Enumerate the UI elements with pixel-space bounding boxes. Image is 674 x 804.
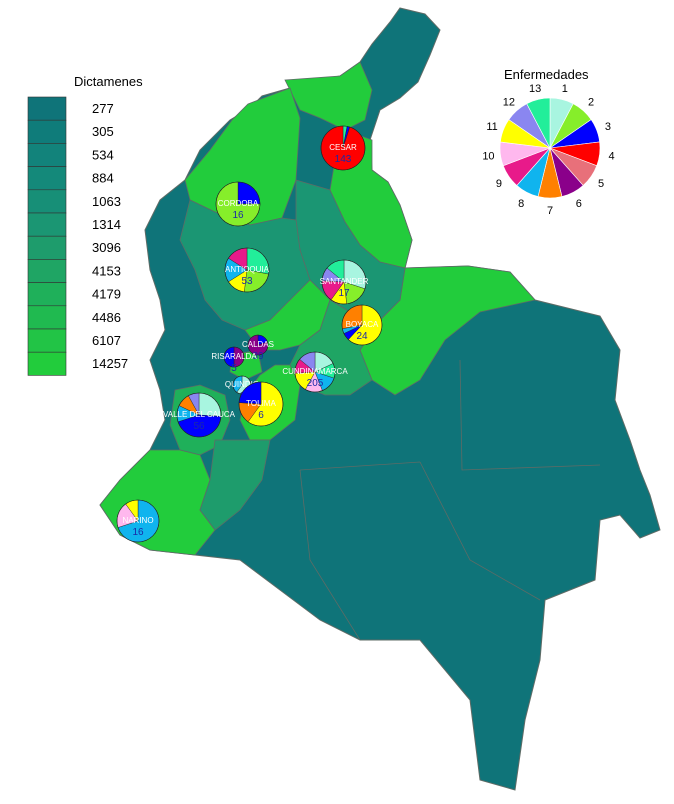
department-name: BOYACA bbox=[346, 320, 379, 329]
legend-value: 1063 bbox=[92, 194, 121, 209]
key-slice bbox=[526, 97, 551, 149]
department-pie: CUNDINAMARCA 205 bbox=[282, 351, 348, 393]
department-name: SANTANDER bbox=[320, 277, 369, 286]
department-name: VALLE DEL CAUCA bbox=[163, 410, 236, 419]
legend-value: 534 bbox=[92, 147, 114, 162]
department-pies: CESAR 143 CORDOBA 16 ANTIOQUIA 53 SANTANDER 17 B… bbox=[116, 125, 383, 543]
legend-value: 305 bbox=[92, 124, 114, 139]
department-pie: RISARALDA 5 bbox=[211, 346, 257, 374]
department-count: 205 bbox=[307, 378, 324, 389]
department-pie: SANTANDER 17 bbox=[320, 259, 369, 305]
legend-swatch bbox=[27, 282, 67, 307]
disease-key-title: Enfermedades bbox=[504, 67, 589, 82]
department-count: 5 bbox=[231, 363, 237, 374]
department-pie: CORDOBA 16 bbox=[215, 181, 261, 227]
legend-swatch bbox=[27, 166, 67, 191]
key-number: 2 bbox=[588, 97, 594, 109]
key-number: 10 bbox=[482, 150, 494, 162]
key-number: 6 bbox=[576, 198, 582, 210]
department-name: ANTIOQUIA bbox=[225, 265, 270, 274]
department-name: TOLIMA bbox=[246, 399, 276, 408]
legend-value: 1314 bbox=[92, 217, 121, 232]
legend-value: 277 bbox=[92, 101, 114, 116]
legend-swatch bbox=[27, 119, 67, 144]
legend-swatch bbox=[27, 143, 67, 167]
legend-value: 4153 bbox=[92, 263, 121, 278]
key-number: 7 bbox=[547, 205, 553, 217]
department-name: CESAR bbox=[329, 143, 357, 152]
legend-value: 3096 bbox=[92, 240, 121, 255]
department-count: 39 bbox=[252, 351, 264, 362]
key-number: 1 bbox=[562, 83, 568, 95]
key-number: 11 bbox=[486, 121, 497, 133]
legend-swatch bbox=[27, 259, 67, 283]
key-number: 9 bbox=[496, 178, 502, 190]
legend-swatch bbox=[27, 328, 67, 353]
department-name: RISARALDA bbox=[211, 352, 257, 361]
legend-value: 6107 bbox=[92, 333, 121, 348]
department-count: 17 bbox=[338, 288, 350, 299]
department-count: 16 bbox=[232, 210, 244, 221]
department-count: 16 bbox=[132, 527, 144, 538]
department-pie: TOLIMA 6 bbox=[238, 381, 284, 427]
key-number: 3 bbox=[605, 121, 611, 133]
department-count: 143 bbox=[335, 154, 352, 165]
key-number: 12 bbox=[503, 97, 515, 109]
department-pie: CALDAS 39 bbox=[242, 334, 274, 362]
key-number: 5 bbox=[598, 178, 604, 190]
legend-value: 14257 bbox=[92, 356, 128, 371]
department-pie: CESAR 143 bbox=[320, 125, 366, 171]
key-number: 8 bbox=[518, 198, 524, 210]
department-pie: VALLE DEL CAUCA 56 bbox=[163, 392, 236, 438]
legend-swatch bbox=[27, 189, 67, 214]
department-count: 24 bbox=[356, 331, 368, 342]
department-name: QUINDIO bbox=[225, 380, 259, 389]
department-pie: ANTIOQUIA 53 bbox=[224, 247, 270, 293]
department-count: 56 bbox=[193, 421, 205, 432]
legend-swatch bbox=[27, 96, 67, 121]
legend-swatch bbox=[27, 351, 67, 376]
legend-swatch bbox=[27, 235, 67, 260]
legend-swatch bbox=[27, 305, 67, 330]
legend-title: Dictamenes bbox=[74, 74, 143, 89]
department-name: CORDOBA bbox=[218, 199, 259, 208]
department-pie: BOYACA 24 bbox=[341, 304, 383, 346]
department-name: CALDAS bbox=[242, 340, 274, 349]
department-name: CUNDINAMARCA bbox=[282, 367, 348, 376]
legend-value: 884 bbox=[92, 171, 114, 186]
legend-value: 4486 bbox=[92, 310, 121, 325]
department-pie: NARINO 16 bbox=[116, 499, 160, 543]
key-number: 4 bbox=[608, 150, 614, 162]
legend: Dictamenes 277 305 534 884 1063 1314 3096 4153 4… bbox=[27, 74, 143, 376]
department-count: 6 bbox=[258, 410, 264, 421]
key-number: 13 bbox=[529, 83, 541, 95]
department-count: 53 bbox=[241, 276, 253, 287]
legend-swatch bbox=[27, 212, 67, 237]
legend-value: 4179 bbox=[92, 287, 121, 302]
department-name: NARINO bbox=[122, 516, 153, 525]
